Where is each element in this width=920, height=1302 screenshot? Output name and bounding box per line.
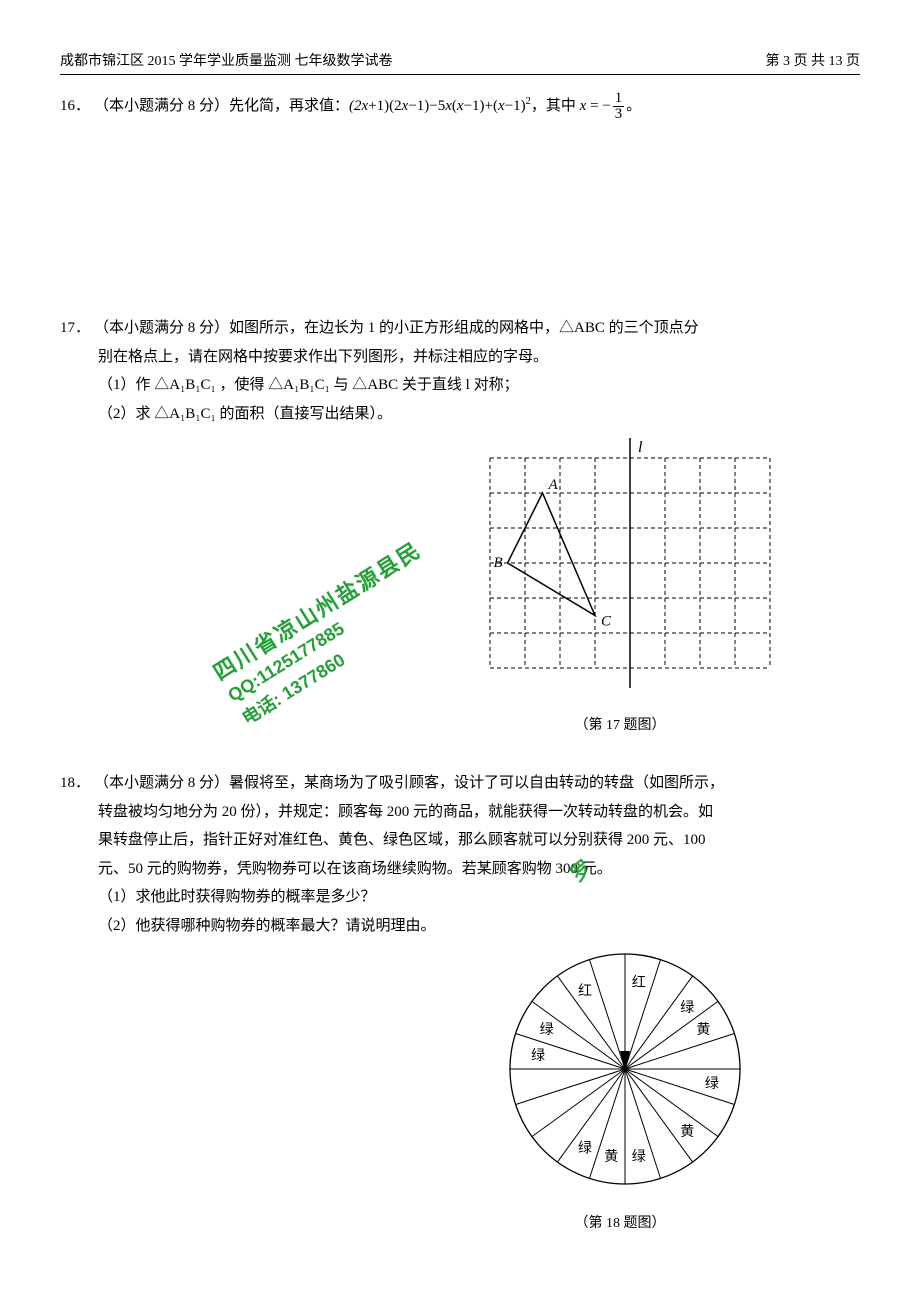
- q16-xeq: x = −13: [580, 98, 627, 114]
- q18-line3: 果转盘停止后，指针正好对准红色、黄色、绿色区域，那么顾客就可以分别获得 200 …: [98, 826, 860, 855]
- q18-number: 18．: [60, 769, 94, 798]
- q17-number: 17．: [60, 314, 94, 343]
- q17-line1b: 别在格点上，请在网格中按要求作出下列图形，并标注相应的字母。: [98, 343, 860, 372]
- svg-text:绿: 绿: [632, 1149, 646, 1165]
- q18-part1: （1）求他此时获得购物券的概率是多少？: [98, 883, 860, 912]
- q16-expr: (2x+1)(2x−1)−5x(x−1)+(x−1)2: [349, 98, 531, 114]
- figure-17-svg: l A B C: [480, 436, 790, 696]
- svg-text:黄: 黄: [604, 1148, 618, 1165]
- svg-text:绿: 绿: [531, 1048, 545, 1064]
- svg-text:黄: 黄: [680, 1123, 694, 1140]
- question-17: 17．（本小题满分 8 分）如图所示，在边长为 1 的小正方形组成的网格中，△A…: [60, 314, 860, 739]
- q18-line2: 转盘被均匀地分为 20 份），并规定：顾客每 200 元的商品，就能获得一次转动…: [98, 798, 860, 827]
- q17-part2: （2）求 △A₁B₁C₁ 的面积（直接写出结果）。: [98, 400, 860, 429]
- q16-text-a: （本小题满分 8 分）先化简，再求值：: [94, 98, 349, 114]
- q17-line1-wrap: 17．（本小题满分 8 分）如图所示，在边长为 1 的小正方形组成的网格中，△A…: [60, 314, 860, 343]
- figure-18-caption: （第 18 题图）: [500, 1211, 740, 1238]
- page: 成都市锦江区 2015 学年学业质量监测 七年级数学试卷 第 3 页 共 13 …: [0, 0, 920, 1302]
- svg-text:黄: 黄: [696, 1021, 710, 1038]
- q18-line4: 元、50 元的购物券，凭购物券可以在该商场继续购物。若某顾客购物 300 元。: [98, 855, 860, 884]
- question-18: 18．（本小题满分 8 分）暑假将至，某商场为了吸引顾客，设计了可以自由转动的转…: [60, 769, 860, 1237]
- q18-part2: （2）他获得哪种购物券的概率最大？请说明理由。: [98, 912, 860, 941]
- q16-text-b: ，其中: [531, 98, 580, 114]
- q17-part1: （1）作 △A₁B₁C₁ ，使得 △A₁B₁C₁ 与 △ABC 关于直线 l 对…: [98, 371, 860, 400]
- header-right: 第 3 页 共 13 页: [766, 50, 861, 70]
- figure-17-caption: （第 17 题图）: [480, 713, 760, 740]
- svg-text:C: C: [601, 614, 612, 630]
- svg-text:绿: 绿: [578, 1141, 592, 1157]
- svg-text:A: A: [548, 477, 559, 493]
- page-header: 成都市锦江区 2015 学年学业质量监测 七年级数学试卷 第 3 页 共 13 …: [60, 50, 860, 75]
- question-16: 16．（本小题满分 8 分）先化简，再求值：(2x+1)(2x−1)−5x(x−…: [60, 91, 860, 122]
- header-left: 成都市锦江区 2015 学年学业质量监测 七年级数学试卷: [60, 50, 393, 70]
- spacer: [60, 122, 860, 302]
- svg-text:绿: 绿: [705, 1076, 719, 1092]
- q18-l1-wrap: 18．（本小题满分 8 分）暑假将至，某商场为了吸引顾客，设计了可以自由转动的转…: [60, 769, 860, 798]
- svg-text:B: B: [494, 555, 503, 571]
- q17-line1: （本小题满分 8 分）如图所示，在边长为 1 的小正方形组成的网格中，△ABC …: [94, 320, 699, 336]
- svg-text:绿: 绿: [540, 1022, 554, 1038]
- figure-18-svg: 红绿黄绿黄绿黄绿绿绿红: [500, 944, 760, 1194]
- svg-text:l: l: [638, 439, 643, 456]
- q18-line1: （本小题满分 8 分）暑假将至，某商场为了吸引顾客，设计了可以自由转动的转盘（如…: [94, 775, 724, 791]
- figure-18: 红绿黄绿黄绿黄绿绿绿红 （第 18 题图）: [500, 944, 860, 1237]
- q16-period: 。: [626, 98, 641, 114]
- figure-17: l A B C （第 17 题图）: [480, 436, 860, 739]
- svg-text:红: 红: [632, 975, 646, 991]
- svg-text:绿: 绿: [680, 1000, 694, 1016]
- q16-number: 16．: [60, 92, 94, 121]
- svg-text:红: 红: [578, 984, 592, 1000]
